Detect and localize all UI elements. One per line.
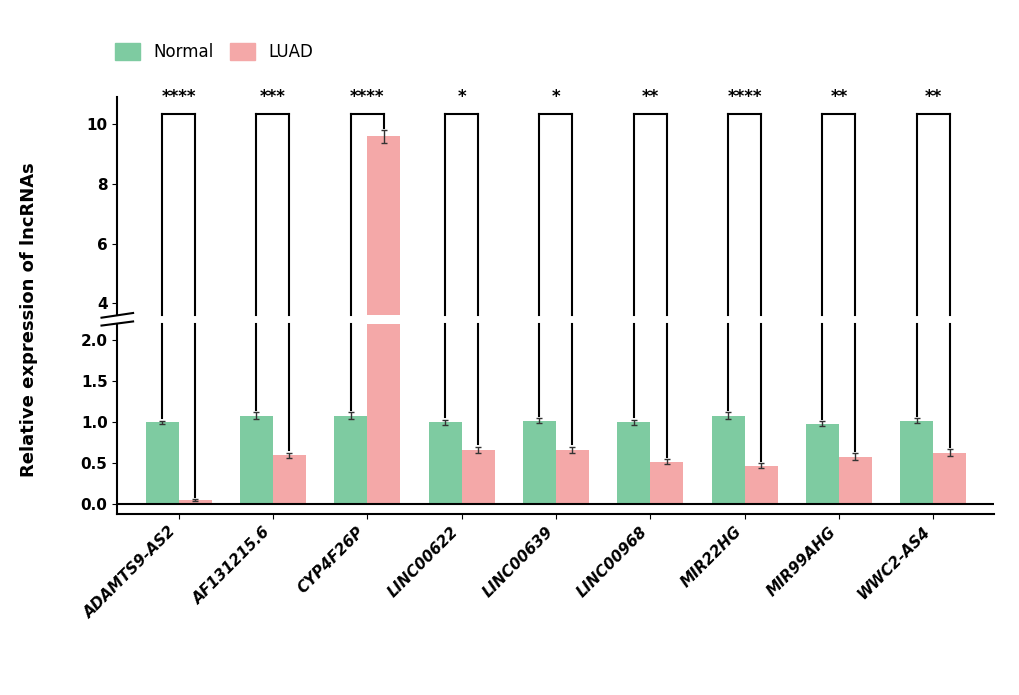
Bar [462,450,494,505]
Bar [805,393,838,423]
Text: **: ** [923,88,941,106]
Bar [273,405,306,423]
Bar [805,424,838,505]
Bar [649,407,683,423]
Bar [334,391,367,423]
Bar [367,136,399,423]
Bar [146,422,178,505]
Bar [367,0,399,505]
Bar [523,420,555,505]
Bar [239,416,273,505]
Bar [744,409,776,423]
Bar [932,404,965,423]
Bar [178,421,211,423]
Bar [838,457,871,505]
Bar [428,422,462,505]
Text: ****: **** [350,88,384,106]
Legend: Normal, LUAD: Normal, LUAD [108,36,320,67]
Text: ****: **** [727,88,761,106]
Bar [838,406,871,423]
Bar [523,393,555,423]
Bar [555,450,588,505]
Text: *: * [551,88,559,106]
Text: *: * [457,88,466,106]
Bar [334,416,367,505]
Bar [900,420,932,505]
Bar [616,393,649,423]
Bar [146,393,178,423]
Bar [744,466,776,505]
Text: Relative expression of lncRNAs: Relative expression of lncRNAs [19,163,38,477]
Bar [932,452,965,505]
Text: ****: **** [161,88,196,106]
Bar [428,393,462,423]
Text: **: ** [829,88,847,106]
Bar [711,416,744,505]
Text: ***: *** [260,88,285,106]
Bar [178,500,211,505]
Bar [616,422,649,505]
Bar [239,391,273,423]
Text: **: ** [641,88,658,106]
Bar [462,403,494,423]
Bar [273,455,306,505]
Bar [711,391,744,423]
Bar [900,393,932,423]
Bar [555,403,588,423]
Bar [649,461,683,505]
